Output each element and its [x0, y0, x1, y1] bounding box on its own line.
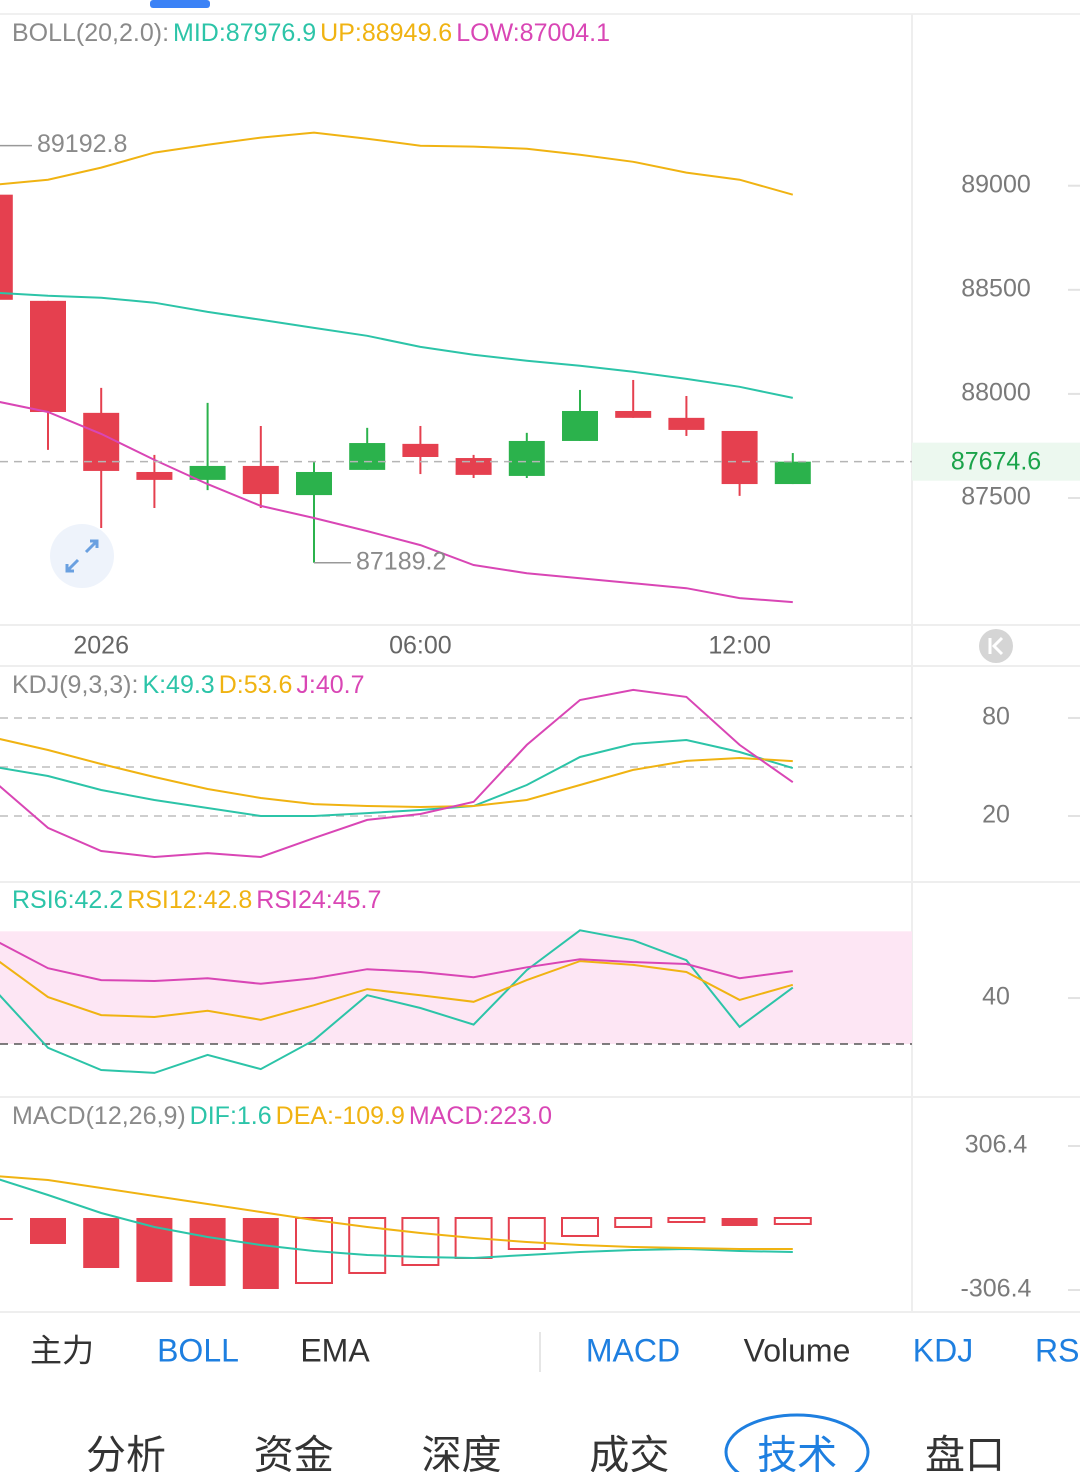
- back-button[interactable]: [979, 629, 1013, 663]
- indicator-line: [0, 738, 793, 809]
- macd-bar: [295, 1216, 333, 1284]
- expand-button[interactable]: [50, 524, 114, 588]
- indicator-line: [0, 292, 794, 399]
- candle-body: [562, 410, 598, 441]
- indicator-line: [0, 1175, 793, 1250]
- x-tick-label: 06:00: [389, 632, 452, 660]
- header-item: LOW:87004.1: [456, 19, 610, 47]
- header-item: J:40.7: [296, 671, 364, 699]
- macd-bar: [614, 1216, 653, 1228]
- indicator-header: KDJ(9,3,3): K:49.3 D:53.6 J:40.7: [12, 671, 365, 699]
- indicator-header: MACD(12,26,9) DIF:1.6 DEA:-109.9 MACD:223.0: [12, 1102, 552, 1130]
- expand-circle[interactable]: [50, 524, 114, 588]
- nav-tab[interactable]: 成交: [589, 1434, 669, 1472]
- y-tick-label: 306.4: [965, 1131, 1028, 1159]
- candle-body: [0, 194, 13, 300]
- indicator-header: BOLL(20,2.0): MID:87976.9 UP:88949.6 LOW:87…: [12, 19, 610, 47]
- x-tick-label: 2026: [73, 632, 129, 660]
- y-tick-label: 87500: [961, 483, 1031, 511]
- macd-bar: [401, 1216, 440, 1266]
- macd-bar: [721, 1217, 758, 1226]
- candle-body: [402, 443, 439, 457]
- nav-tab[interactable]: 技术: [757, 1434, 837, 1472]
- indicator-tab[interactable]: BOLL: [157, 1332, 239, 1368]
- macd-bar: [189, 1217, 226, 1287]
- indicator-tab[interactable]: 主力: [30, 1332, 94, 1368]
- last-price-label: 87674.6: [951, 447, 1041, 475]
- candle-body: [721, 430, 758, 485]
- indicator-header: RSI6:42.2 RSI12:42.8 RSI24:45.7: [12, 886, 381, 914]
- indicator-line: [0, 401, 793, 604]
- macd-bar: [30, 1217, 66, 1244]
- nav-tab[interactable]: 资金: [254, 1434, 334, 1472]
- indicator-tab[interactable]: RSI: [1035, 1332, 1080, 1368]
- indicator-line: [0, 738, 794, 817]
- nav-selected-outline[interactable]: [724, 1413, 870, 1472]
- header-item: RSI24:45.7: [256, 886, 381, 914]
- candle-body: [615, 410, 652, 418]
- top-tab-indicator: [150, 0, 210, 8]
- candle-body: [189, 465, 226, 480]
- candle-body: [668, 417, 705, 430]
- candle-body: [296, 471, 332, 496]
- macd-bar: [348, 1216, 387, 1274]
- rsi-band: [0, 931, 912, 1044]
- header-item: MACD:223.0: [409, 1102, 552, 1130]
- y-tick-label: 80: [982, 703, 1010, 731]
- indicator-tab[interactable]: EMA: [300, 1332, 370, 1368]
- header-item: MACD(12,26,9): [12, 1102, 186, 1130]
- header-item: MID:87976.9: [173, 19, 316, 47]
- macd-bar: [773, 1216, 812, 1225]
- y-tick-label: 88500: [961, 274, 1031, 302]
- macd-bar: [83, 1217, 120, 1269]
- low-label: 87189.2: [356, 547, 446, 575]
- indicator-line: [0, 929, 794, 1074]
- macd-bar: [667, 1216, 706, 1223]
- candle-body: [508, 440, 545, 476]
- high-label: 89192.8: [37, 130, 127, 158]
- back-icon[interactable]: [988, 636, 1004, 656]
- candle-body: [242, 465, 279, 495]
- candle-body: [30, 300, 66, 413]
- candle-body: [136, 471, 173, 480]
- nav-tab[interactable]: 深度: [422, 1434, 502, 1472]
- candle-body: [455, 458, 492, 475]
- indicator-tab[interactable]: MACD: [586, 1332, 680, 1368]
- last-price-box: [912, 442, 1080, 481]
- header-item: D:53.6: [219, 671, 293, 699]
- header-item: RSI12:42.8: [127, 886, 252, 914]
- candle-body: [774, 461, 811, 485]
- indicator-tab[interactable]: KDJ: [913, 1332, 973, 1368]
- macd-bar: [561, 1216, 599, 1237]
- header-item: DEA:-109.9: [276, 1102, 405, 1130]
- header-item: DIF:1.6: [190, 1102, 272, 1130]
- header-item: UP:88949.6: [320, 19, 452, 47]
- indicator-line: [0, 688, 794, 859]
- y-tick-label: 89000: [961, 170, 1031, 198]
- indicator-line: [0, 941, 793, 985]
- header-item: K:49.3: [142, 671, 214, 699]
- indicator-line: [0, 131, 794, 196]
- nav-tab[interactable]: 盘口: [925, 1434, 1005, 1472]
- y-tick-label: -306.4: [961, 1275, 1032, 1303]
- macd-bar: [507, 1216, 546, 1250]
- candle-body: [349, 443, 386, 470]
- macd-bar: [242, 1217, 279, 1289]
- header-item: BOLL(20,2.0):: [12, 19, 169, 47]
- header-item: KDJ(9,3,3):: [12, 671, 138, 699]
- y-tick-label: 40: [982, 983, 1010, 1011]
- y-tick-label: 20: [982, 801, 1010, 829]
- expand-icon[interactable]: [65, 539, 99, 573]
- x-tick-label: 12:00: [708, 632, 771, 660]
- y-tick-label: 88000: [961, 379, 1031, 407]
- nav-tab[interactable]: 分析: [86, 1434, 166, 1472]
- indicator-tab[interactable]: Volume: [744, 1332, 851, 1368]
- indicator-line: [0, 1178, 793, 1260]
- plot-area: [0, 131, 912, 1289]
- header-item: RSI6:42.2: [12, 886, 123, 914]
- macd-bar: [0, 1217, 13, 1220]
- indicator-line: [0, 960, 794, 1021]
